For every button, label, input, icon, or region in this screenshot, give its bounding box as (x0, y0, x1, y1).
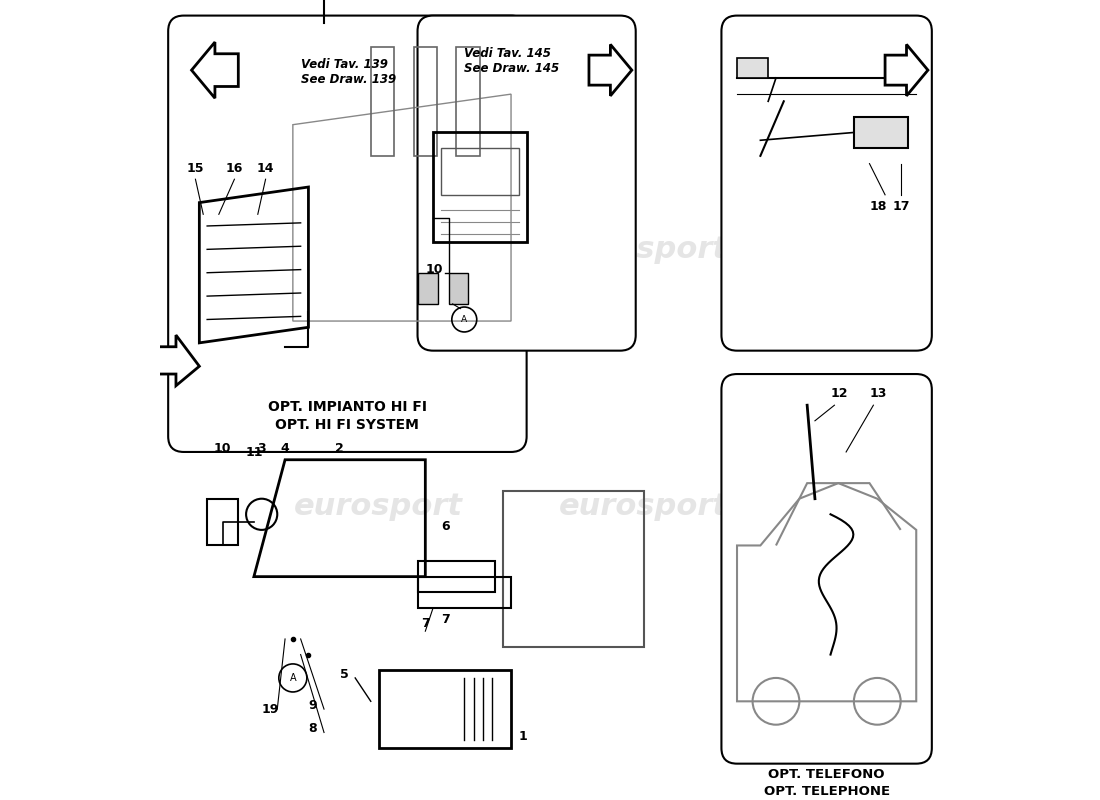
Polygon shape (588, 45, 631, 96)
Polygon shape (191, 42, 239, 98)
Text: 4: 4 (280, 442, 289, 455)
Bar (854, 117, 909, 148)
Text: 10: 10 (426, 262, 443, 276)
Bar (371, 46, 394, 156)
Text: eurosport: eurosport (294, 492, 463, 521)
Text: 2: 2 (336, 442, 344, 455)
Text: 17: 17 (893, 200, 911, 214)
Text: 6: 6 (441, 520, 450, 533)
Bar (737, 58, 768, 78)
Bar (418, 561, 495, 592)
Text: 13: 13 (869, 387, 887, 401)
Text: 19: 19 (262, 703, 279, 716)
Text: Vedi Tav. 145
See Draw. 145: Vedi Tav. 145 See Draw. 145 (464, 46, 560, 74)
Bar (433, 133, 527, 242)
Text: eurosport: eurosport (294, 235, 463, 264)
FancyBboxPatch shape (722, 374, 932, 764)
Text: eurosport: eurosport (559, 235, 728, 264)
Text: OPT. IMPIANTO HI FI
OPT. HI FI SYSTEM: OPT. IMPIANTO HI FI OPT. HI FI SYSTEM (268, 400, 427, 433)
Text: 18: 18 (869, 200, 887, 214)
Text: Vedi Tav. 139
See Draw. 139: Vedi Tav. 139 See Draw. 139 (300, 58, 396, 86)
Text: eurosport: eurosport (559, 492, 728, 521)
Text: 8: 8 (308, 722, 317, 735)
FancyBboxPatch shape (418, 15, 636, 350)
Bar (414, 46, 437, 156)
Text: 1: 1 (519, 730, 528, 743)
Bar (418, 577, 512, 608)
Bar (449, 273, 469, 304)
Polygon shape (886, 45, 928, 96)
Text: 15: 15 (187, 162, 205, 175)
Text: A: A (289, 673, 296, 683)
Text: 7: 7 (441, 614, 450, 626)
Text: 11: 11 (245, 446, 263, 459)
Text: A: A (461, 315, 468, 324)
Bar (456, 46, 480, 156)
Text: 10: 10 (214, 442, 231, 455)
Text: 16: 16 (226, 162, 243, 175)
Bar (207, 498, 239, 546)
Bar (441, 148, 519, 195)
FancyBboxPatch shape (722, 15, 932, 350)
FancyBboxPatch shape (168, 15, 527, 452)
Text: 12: 12 (830, 387, 848, 401)
Text: 9: 9 (308, 699, 317, 712)
Text: OPT. TELEFONO
OPT. TELEPHONE: OPT. TELEFONO OPT. TELEPHONE (763, 767, 890, 798)
Text: 7: 7 (421, 618, 430, 630)
Text: 14: 14 (256, 162, 274, 175)
Polygon shape (153, 335, 199, 386)
Text: 5: 5 (340, 668, 349, 681)
Text: 3: 3 (257, 442, 266, 455)
Bar (418, 273, 438, 304)
